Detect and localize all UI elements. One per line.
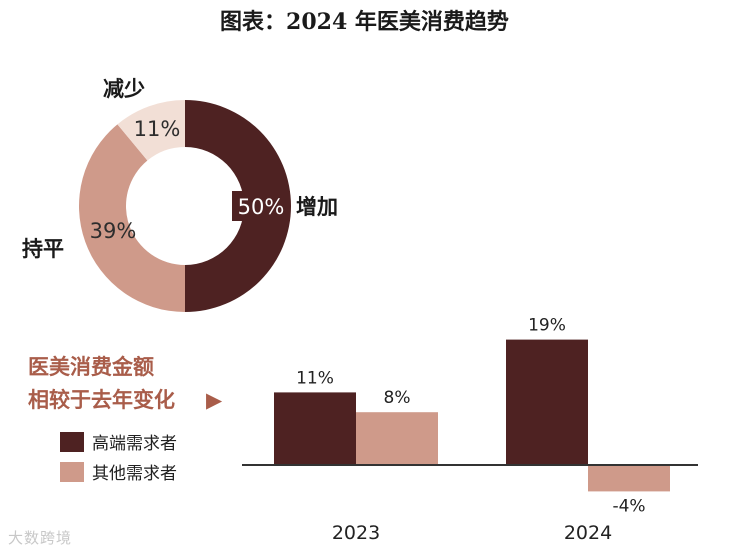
donut-category-label: 增加 — [296, 195, 338, 219]
legend-label: 其他需求者 — [92, 464, 177, 484]
legend-swatch — [60, 432, 84, 452]
donut-slice — [117, 100, 185, 161]
x-tick-label: 2023 — [332, 522, 380, 544]
donut-value-label: 39% — [90, 219, 137, 243]
bar-caption-line: 相较于去年变化 — [28, 388, 175, 412]
donut-value-box — [232, 191, 290, 221]
donut-category-label: 持平 — [22, 237, 64, 261]
bar-value-label: 8% — [384, 388, 411, 408]
watermark: 大数跨境 — [8, 529, 73, 547]
bar-value-label: 19% — [528, 316, 566, 336]
legend-swatch — [60, 462, 84, 482]
bar — [356, 412, 438, 465]
bar — [506, 339, 588, 465]
x-tick-label: 2024 — [564, 522, 612, 544]
bar — [274, 392, 356, 465]
bar-caption-line: 医美消费金额 — [28, 355, 154, 379]
bar — [588, 465, 670, 492]
bar-chart: 11% 8% 2023 19% -4%2024 — [242, 316, 698, 544]
legend-label: 高端需求者 — [92, 434, 177, 454]
bar-value-label: 11% — [296, 368, 334, 388]
donut-category-label: 减少 — [103, 77, 145, 101]
donut-value-label: 50% — [238, 195, 285, 219]
donut-slice — [79, 124, 185, 313]
donut-value-label: 11% — [134, 117, 181, 141]
donut-slice — [185, 100, 291, 312]
bar-caption-arrow: ▶ — [206, 388, 223, 412]
figure-title: 图表：2024 年医美消费趋势 — [220, 9, 509, 35]
bar-value-label: -4% — [612, 496, 645, 516]
